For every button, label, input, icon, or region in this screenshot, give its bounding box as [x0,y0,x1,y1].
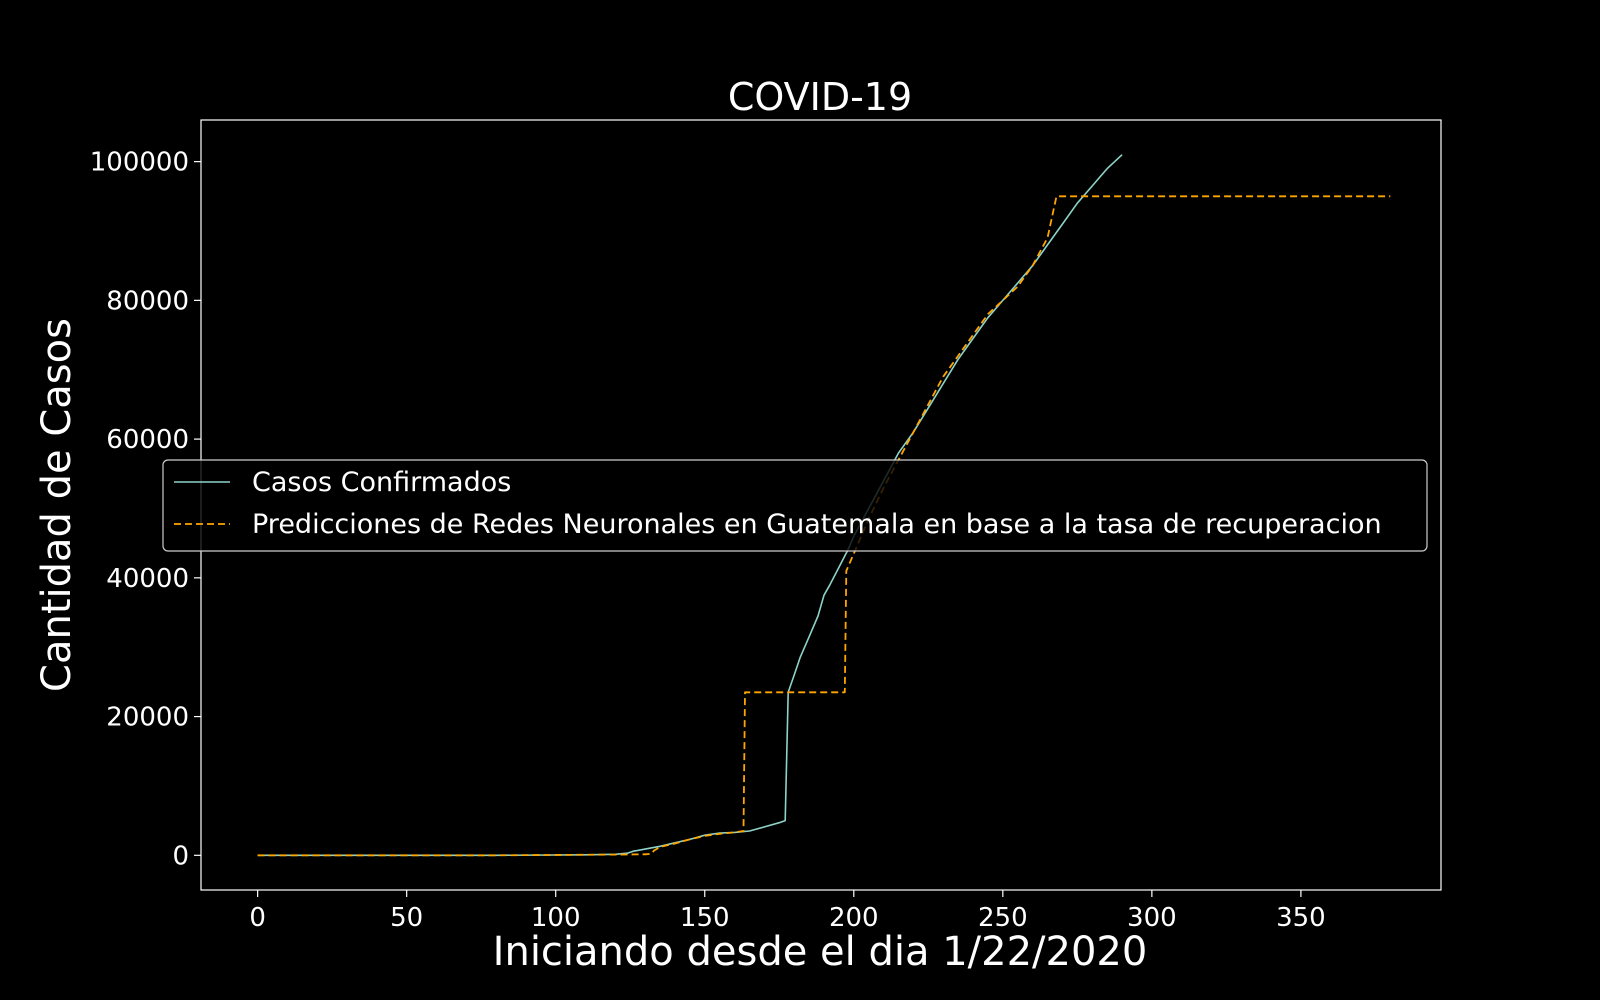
y-tick-label: 40000 [106,564,189,594]
y-tick-label: 20000 [106,703,189,733]
y-tick-label: 100000 [90,148,189,178]
series-line-predicciones [257,195,1391,857]
y-tick-label: 0 [172,841,189,871]
x-tick-label: 150 [680,903,730,933]
y-axis-ticks: 0 20000 40000 60000 80000 100000 [90,148,201,871]
x-axis-label: Iniciando desde el dia 1/22/2020 [493,929,1148,975]
legend-label-casos: Casos Confirmados [252,467,511,498]
x-tick-label: 50 [390,903,423,933]
y-tick-label: 60000 [106,425,189,455]
x-tick-label: 300 [1127,903,1177,933]
series-line-casos-confirmados [257,154,1123,857]
y-axis-label: Cantidad de Casos [34,318,80,692]
x-tick-label: 350 [1276,903,1326,933]
x-tick-label: 0 [249,903,266,933]
legend: Casos Confirmados Predicciones de Redes … [162,459,1428,552]
x-tick-label: 250 [978,903,1028,933]
chart-title: COVID-19 [728,75,912,119]
series-layer [257,154,1391,857]
x-tick-label: 200 [829,903,879,933]
legend-label-predicciones: Predicciones de Redes Neuronales en Guat… [252,509,1382,540]
x-axis-ticks: 0 50 100 150 200 250 300 350 [249,890,1326,933]
x-tick-label: 100 [531,903,581,933]
y-tick-label: 80000 [106,286,189,316]
legend-box [162,459,1428,552]
